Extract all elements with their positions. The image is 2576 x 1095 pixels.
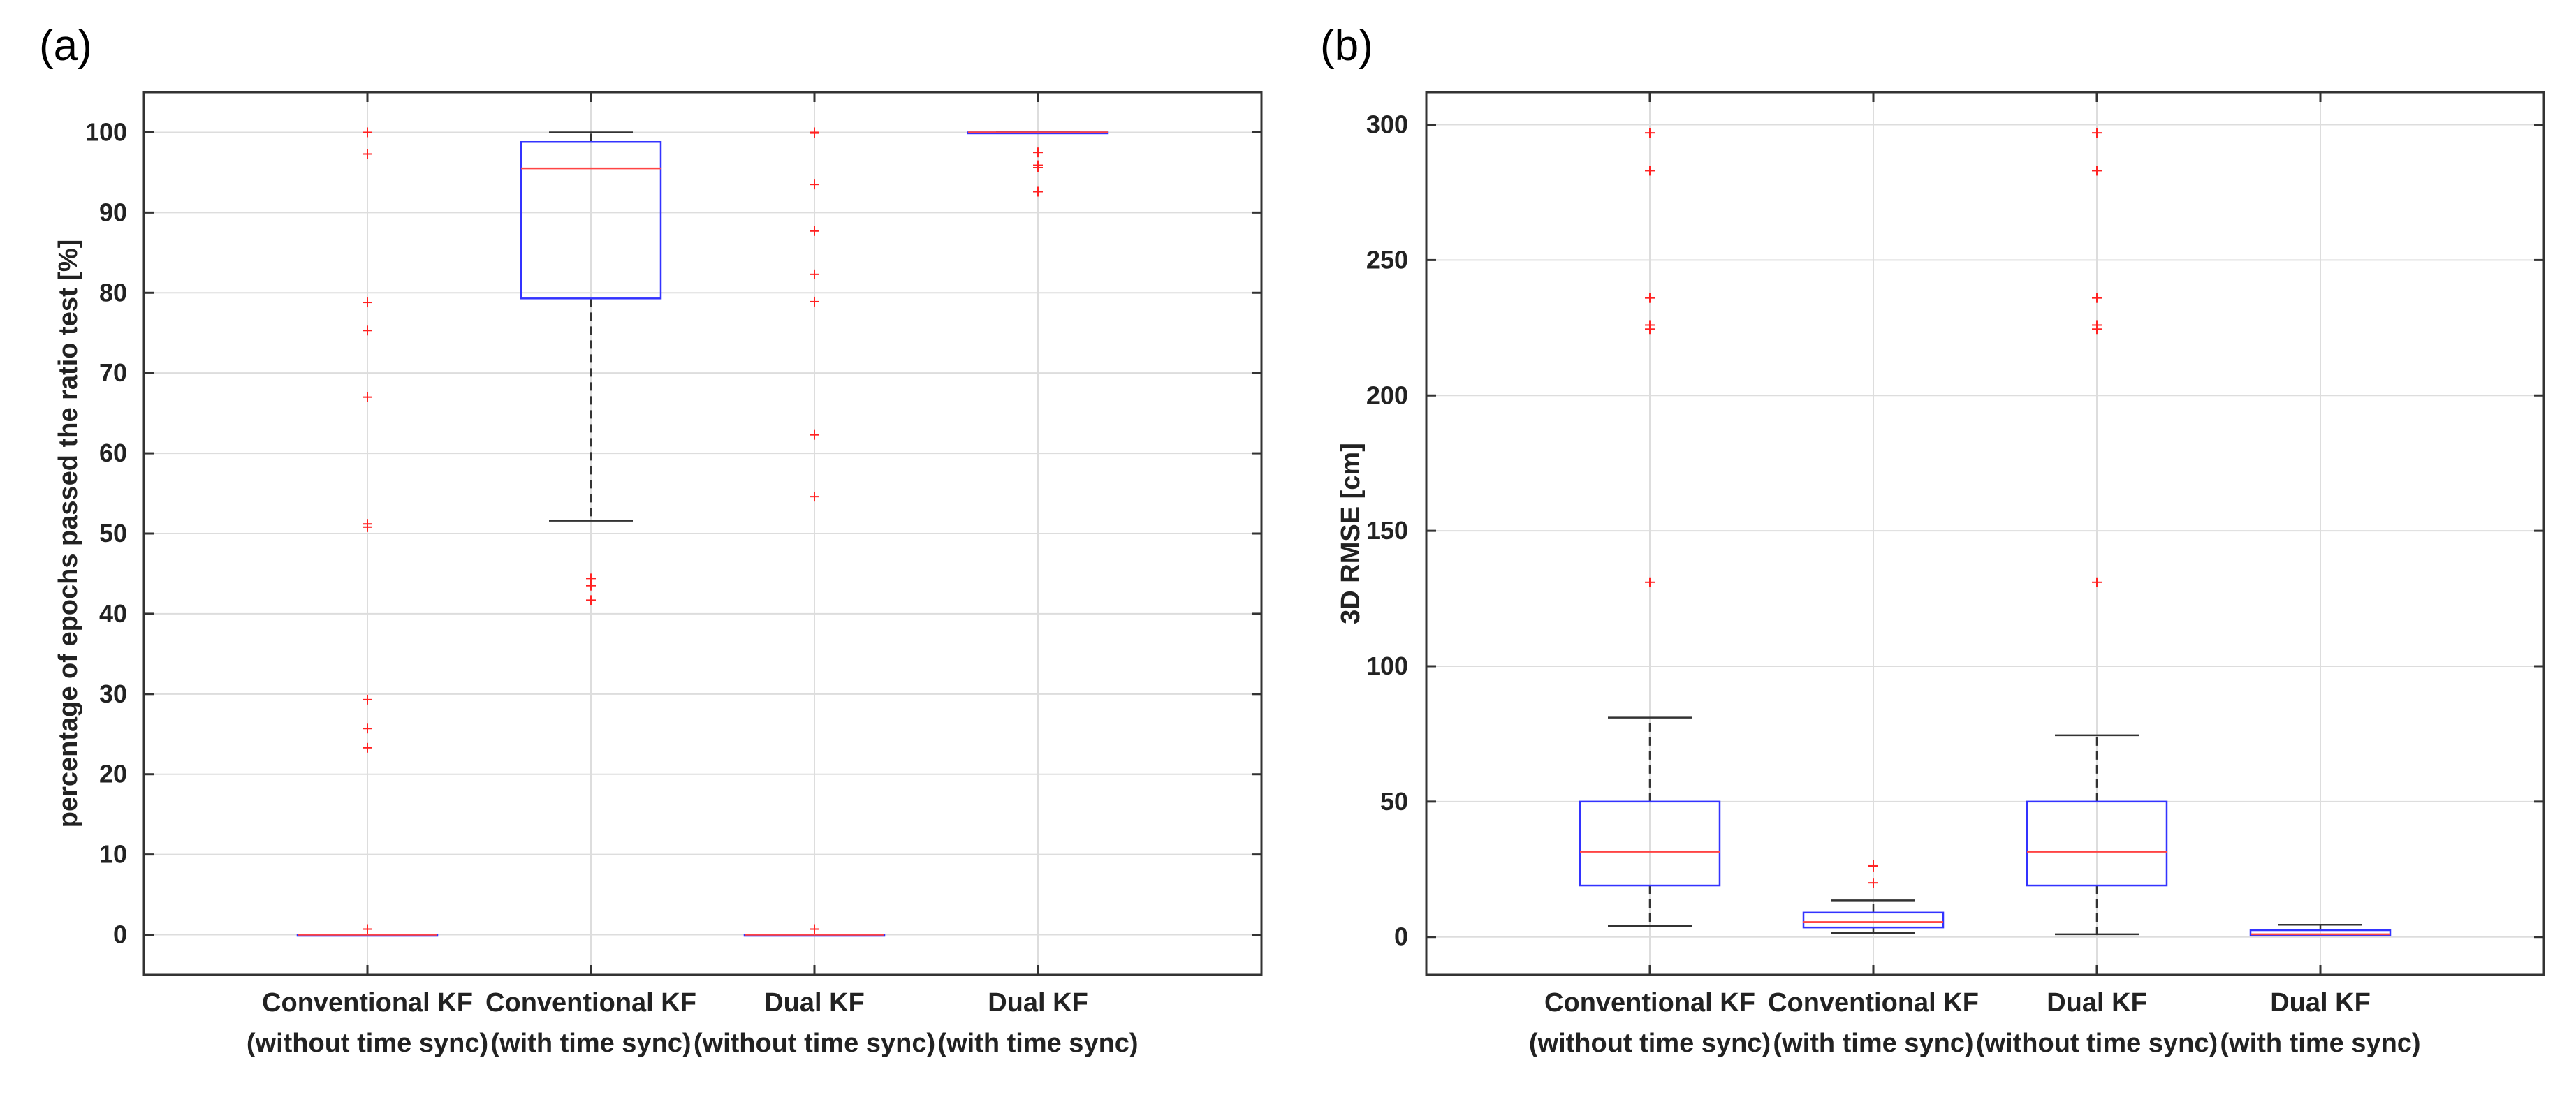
- y-tick-label: 0: [113, 920, 127, 949]
- y-tick-label: 150: [1366, 516, 1408, 545]
- iqr-box: [520, 140, 662, 300]
- panel-a-label: (a): [39, 22, 92, 70]
- y-tick-label: 50: [1380, 787, 1408, 816]
- outlier-point: [1033, 147, 1043, 158]
- outlier-point: [363, 392, 372, 402]
- outlier-point: [810, 924, 819, 934]
- panel-b: (b) 0 50 100 150 200 250 300 Conventional KF (w…: [1320, 22, 2545, 1058]
- iqr-box: [1579, 800, 1721, 887]
- category-label-line2: (with time sync): [2220, 1029, 2420, 1058]
- outlier-point: [1868, 861, 1878, 872]
- outlier-point: [2092, 324, 2102, 335]
- outlier-point: [363, 924, 372, 934]
- category-label-line1: Dual KF: [2047, 988, 2147, 1017]
- y-tick-label: 0: [1394, 923, 1408, 951]
- panel-b-label: (b): [1320, 22, 1373, 70]
- outlier-point: [1645, 128, 1655, 138]
- outlier-point: [586, 580, 596, 591]
- category-label-line1: Dual KF: [2270, 988, 2371, 1017]
- y-tick-label: 100: [85, 117, 127, 146]
- category-label-line2: (with time sync): [937, 1029, 1138, 1058]
- outlier-point: [810, 429, 819, 440]
- panel-b-y-ticks: 0 50 100 150 200 250 300: [1366, 92, 2544, 975]
- category-label-line1: Conventional KF: [1768, 988, 1979, 1017]
- panel-a-y-ticks: 0 10 20 30 40 50 60 70 80 90 100: [85, 92, 1261, 975]
- category-label-line2: (with time sync): [1773, 1029, 1973, 1058]
- panel-b-grid: [1426, 92, 2544, 975]
- outlier-point: [810, 492, 819, 502]
- iqr-box: [2026, 800, 2168, 887]
- outlier-point: [1033, 186, 1043, 197]
- category-label-line2: (without time sync): [694, 1029, 935, 1058]
- panel-b-categories: Conventional KF (without time sync) Conven…: [1529, 988, 2421, 1058]
- outlier-point: [363, 297, 372, 308]
- category-label-line1: Conventional KF: [485, 988, 696, 1017]
- y-tick-label: 80: [99, 278, 127, 307]
- outlier-point: [363, 723, 372, 734]
- outlier-point: [810, 269, 819, 279]
- outlier-point: [2092, 577, 2102, 587]
- y-tick-label: 200: [1366, 381, 1408, 409]
- outlier-point: [1033, 163, 1043, 173]
- y-tick-label: 100: [1366, 652, 1408, 680]
- outlier-point: [363, 127, 372, 138]
- panel-b-y-axis-label: 3D RMSE [cm]: [1336, 443, 1366, 624]
- outlier-point: [810, 128, 819, 138]
- y-tick-label: 10: [99, 840, 127, 869]
- category-label-line1: Dual KF: [988, 988, 1088, 1017]
- iqr-box: [2249, 929, 2392, 937]
- outlier-point: [810, 296, 819, 307]
- y-tick-label: 250: [1366, 245, 1408, 274]
- outlier-point: [810, 226, 819, 236]
- y-tick-label: 20: [99, 760, 127, 788]
- outlier-point: [1868, 878, 1878, 888]
- y-tick-label: 300: [1366, 110, 1408, 139]
- outlier-point: [363, 149, 372, 159]
- y-tick-label: 60: [99, 439, 127, 467]
- outlier-point: [1645, 166, 1655, 176]
- outlier-point: [363, 325, 372, 336]
- outlier-point: [810, 179, 819, 190]
- category-label-line2: (without time sync): [1976, 1029, 2218, 1058]
- outlier-point: [363, 694, 372, 705]
- outlier-point: [2092, 293, 2102, 303]
- outlier-point: [363, 522, 372, 532]
- panel-a-y-axis-label: percentage of epochs passed the ratio te…: [54, 240, 83, 828]
- outlier-point: [1645, 293, 1655, 303]
- outlier-point: [1645, 577, 1655, 587]
- category-label-line2: (without time sync): [1529, 1029, 1771, 1058]
- outlier-point: [2092, 128, 2102, 138]
- category-label-line2: (with time sync): [490, 1029, 691, 1058]
- panel-a-categories: Conventional KF (without time sync) Conven…: [247, 988, 1139, 1058]
- iqr-box: [1802, 911, 1945, 929]
- outlier-point: [586, 595, 596, 605]
- panel-b-axes-frame: [1425, 91, 2545, 976]
- panel-a-grid: [144, 92, 1261, 975]
- panel-a-boxes: [296, 127, 1109, 937]
- y-tick-label: 30: [99, 679, 127, 708]
- category-label-line2: (without time sync): [247, 1029, 488, 1058]
- panel-a: (a) 0 10 20 30 40 50 60 70 80 90 100 Conventional …: [39, 22, 1263, 1058]
- y-tick-label: 90: [99, 198, 127, 226]
- category-label-line1: Conventional KF: [1544, 988, 1755, 1017]
- outlier-point: [2092, 166, 2102, 176]
- category-label-line1: Conventional KF: [262, 988, 473, 1017]
- y-tick-label: 50: [99, 519, 127, 548]
- outlier-point: [363, 742, 372, 753]
- panel-b-boxes: [1579, 128, 2392, 937]
- outlier-point: [1645, 324, 1655, 335]
- category-label-line1: Dual KF: [764, 988, 865, 1017]
- y-tick-label: 70: [99, 358, 127, 387]
- y-tick-label: 40: [99, 599, 127, 628]
